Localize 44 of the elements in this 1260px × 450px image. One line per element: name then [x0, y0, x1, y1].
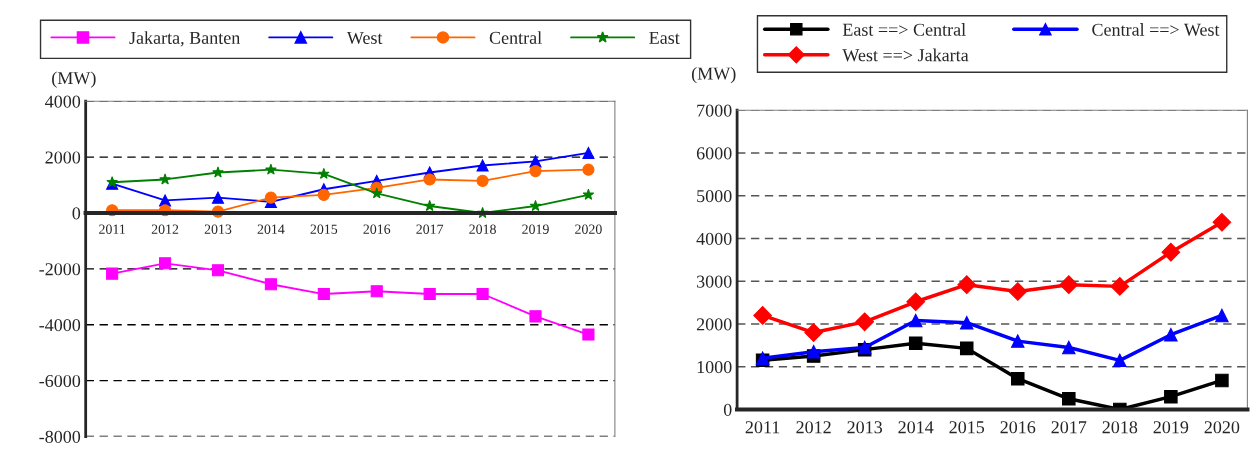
y-axis-title: (MW) [691, 66, 736, 84]
y-tick-label: -6000 [39, 374, 81, 388]
y-tick-label: 4000 [45, 95, 81, 108]
y-tick-label: 4000 [696, 232, 732, 245]
x-tick-label: 2017 [1051, 421, 1087, 434]
x-tick-label: 2018 [469, 224, 496, 234]
x-tick-label: 2020 [1204, 421, 1240, 434]
x-tick-label: 2019 [1153, 421, 1189, 434]
x-tick-label: 2011 [745, 421, 780, 434]
y-tick-label: 2000 [696, 318, 732, 331]
y-tick-label: 7000 [697, 104, 732, 117]
x-tick-label: 2014 [257, 224, 285, 234]
legend-label: Jakarta, Banten [129, 31, 241, 47]
y-tick-label: 3000 [696, 275, 732, 288]
x-tick-label: 2016 [1000, 421, 1036, 434]
legend-label: West [346, 31, 383, 45]
x-tick-label: 2015 [310, 224, 338, 234]
legend-label: Central [489, 31, 542, 44]
y-axis-title: (MW) [52, 71, 96, 88]
x-tick-label: 2019 [522, 224, 549, 234]
y-tick-label: 6000 [696, 147, 732, 160]
y-tick-label: 0 [723, 403, 732, 416]
y-tick-label: -2000 [39, 263, 81, 276]
y-tick-label: -8000 [39, 430, 81, 443]
x-tick-label: 2011 [99, 224, 125, 234]
y-tick-label: 5000 [697, 190, 732, 203]
x-tick-label: 2018 [1102, 421, 1138, 434]
legend-label: East ==> Central [842, 23, 966, 36]
legend-label: East [649, 31, 680, 44]
legend-label: Central ==> West [1092, 23, 1220, 36]
y-tick-label: 1000 [697, 361, 732, 374]
x-tick-label: 2014 [898, 421, 934, 434]
y-tick-label: 2000 [45, 151, 81, 164]
x-tick-label: 2013 [204, 224, 232, 234]
x-tick-label: 2012 [151, 224, 179, 234]
x-tick-label: 2016 [363, 224, 391, 234]
legend-label: West ==> Jakarta [842, 48, 969, 62]
x-tick-label: 2017 [416, 224, 444, 234]
x-tick-label: 2015 [949, 421, 985, 434]
y-tick-label: 0 [72, 207, 81, 220]
x-tick-label: 2012 [796, 421, 831, 434]
y-tick-label: -4000 [39, 319, 81, 332]
x-tick-label: 2013 [847, 421, 883, 434]
x-tick-label: 2020 [575, 224, 602, 234]
